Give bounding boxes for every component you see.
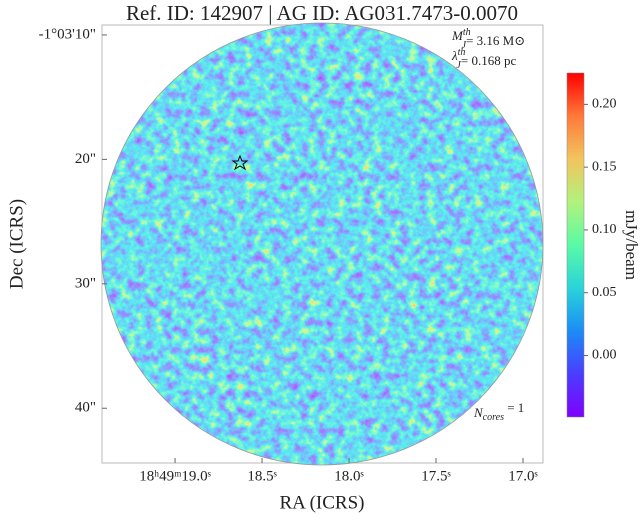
annotation-sub: J [456, 60, 461, 71]
annotation-main: M [451, 28, 464, 43]
x-axis-label: RA (ICRS) [280, 492, 365, 513]
x-tick-label: 18ʰ49ᵐ19.0ˢ [139, 468, 211, 484]
x-tick-label: 17.0ˢ [508, 468, 537, 484]
colorbar [566, 72, 585, 418]
sky-image [101, 23, 543, 465]
annotation: λth J= 0.168 pc [451, 47, 516, 71]
annotation-sup: th [463, 27, 471, 38]
x-tick-label: 18.5ˢ [247, 468, 276, 484]
x-tick-label: 17.5ˢ [421, 468, 450, 484]
annotation-main: λ [451, 48, 458, 63]
annotation-text: = 3.16 M⊙ [466, 33, 525, 48]
x-tick-label: 18.0ˢ [334, 468, 363, 484]
annotation: Ncores = 1 [473, 400, 524, 423]
y-tick-label: -1°03'10" [39, 26, 96, 42]
colorbar-tick-label: 0.00 [592, 348, 617, 363]
colorbar-tick-label: 0.20 [592, 97, 617, 112]
colorbar-tick-label: 0.15 [592, 159, 617, 174]
intensity-map [101, 23, 543, 465]
y-tick-label: 40" [75, 400, 96, 416]
colorbar-tick-label: 0.10 [592, 222, 617, 237]
annotation-text: = 1 [504, 400, 524, 415]
field-edge [100, 22, 544, 466]
chart-title: Ref. ID: 142907 | AG ID: AG031.7473-0.00… [126, 1, 518, 25]
y-axis-label: Dec (ICRS) [6, 199, 27, 289]
colorbar-tick-label: 0.05 [592, 285, 617, 300]
colorbar-label: mJy/beam [622, 210, 641, 280]
annotation-sub: cores [483, 412, 504, 423]
core-marker [231, 154, 249, 171]
annotation-sub: J [462, 40, 467, 51]
y-tick-label: 20" [75, 151, 96, 167]
annotation-text: = 0.168 pc [461, 53, 517, 68]
annotation-sup: th [458, 47, 466, 58]
annotation-main: N [473, 405, 484, 420]
annotation: Mth J= 3.16 M⊙ [451, 27, 525, 51]
y-tick-label: 30" [75, 275, 96, 291]
